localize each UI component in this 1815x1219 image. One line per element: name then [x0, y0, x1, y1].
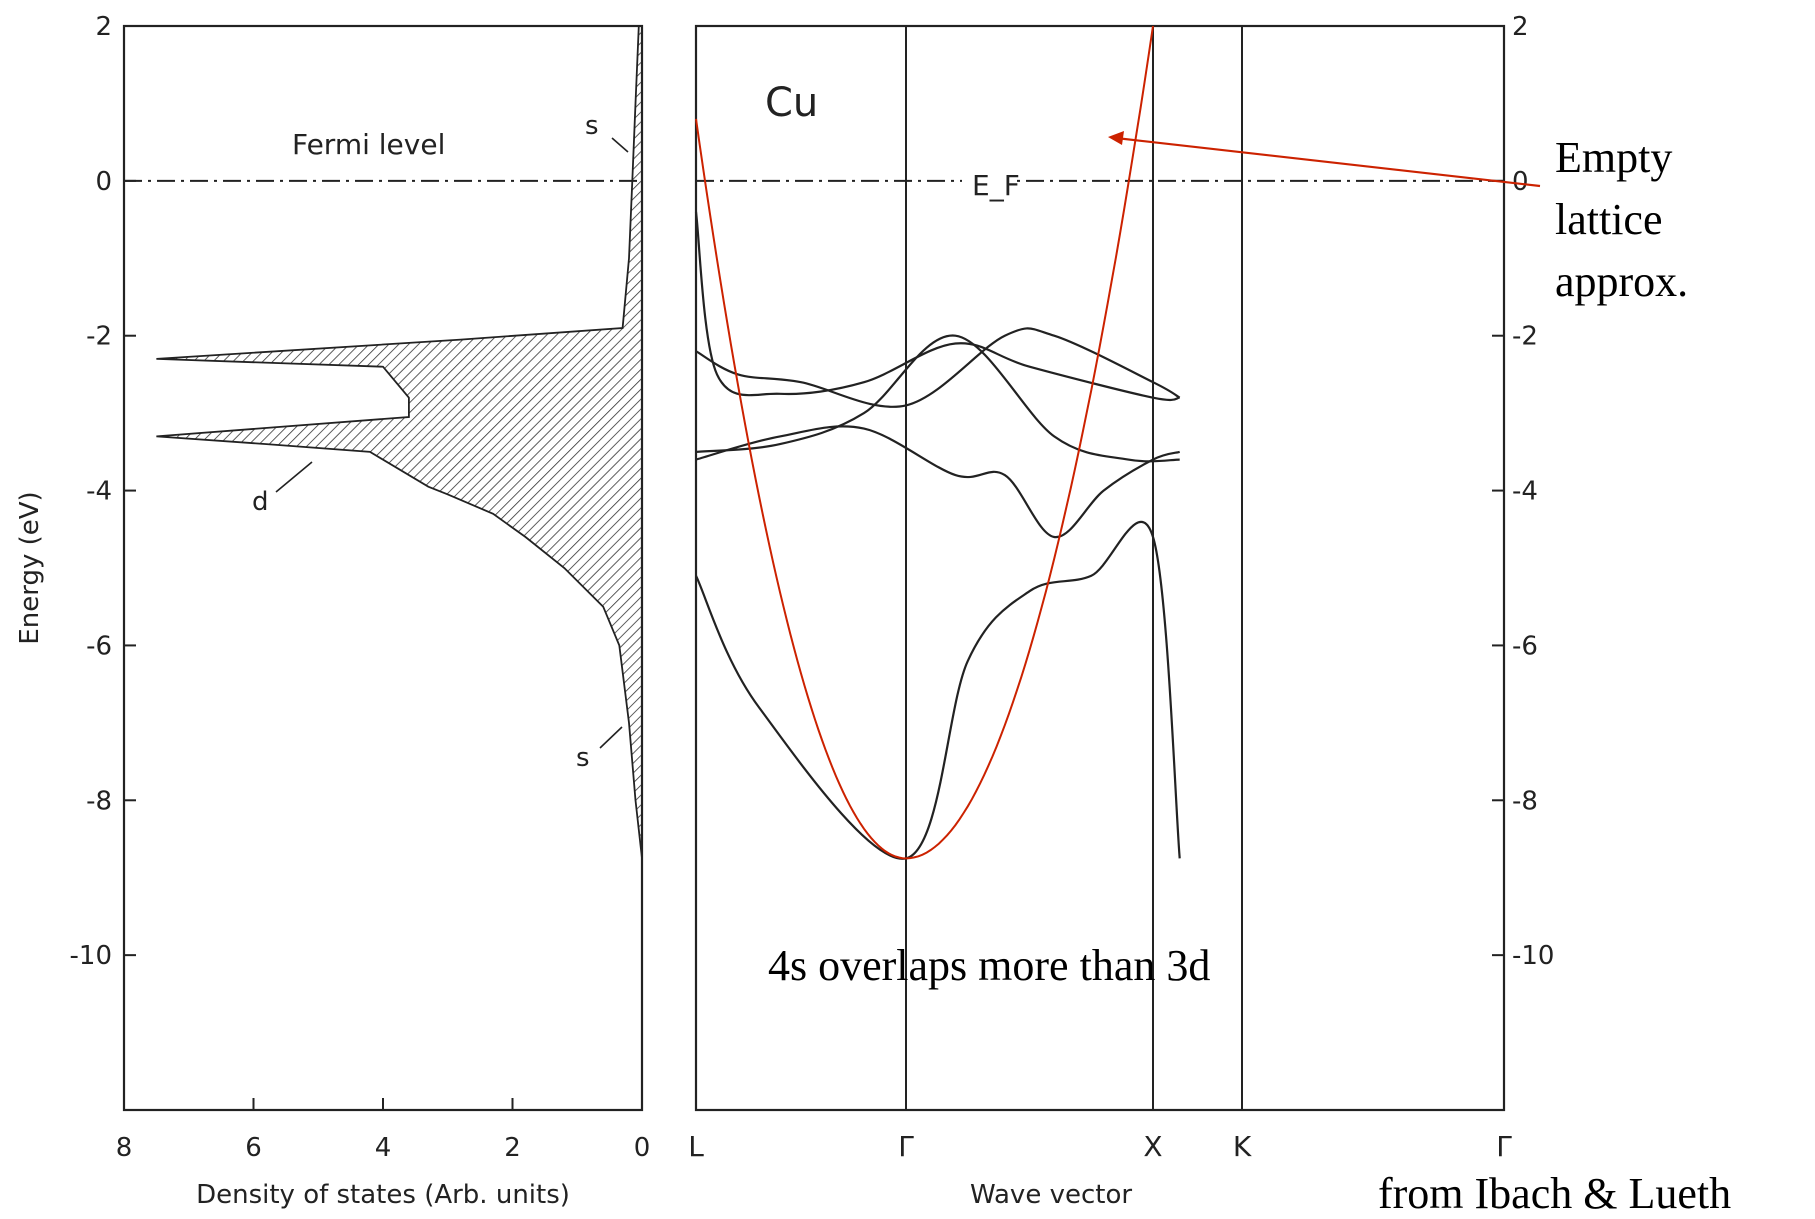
- ef-label: E_F: [972, 169, 1020, 202]
- source-credit: from Ibach & Lueth: [1378, 1169, 1731, 1218]
- dos-x-axis: 8 6 4 2 0: [116, 1098, 651, 1163]
- overlap-annotation: 4s overlaps more than 3d: [768, 941, 1210, 990]
- d-pointer: [275, 461, 313, 493]
- empty-lattice-annotation: Empty lattice approx.: [1555, 133, 1688, 306]
- empty-lattice-arrow: [1115, 136, 1541, 188]
- band-y-tick-label-6: -10: [1512, 941, 1554, 971]
- dos-area: [156, 25, 643, 859]
- dos-x-tick-label-1: 6: [245, 1133, 262, 1163]
- band-line-4: [695, 520, 1181, 860]
- dos-x-tick-label-4: 0: [634, 1133, 651, 1163]
- dos-y-tick-label-5: -8: [86, 786, 112, 816]
- fermi-level-label: Fermi level: [292, 128, 445, 161]
- dos-x-tick-label-0: 8: [116, 1133, 133, 1163]
- ef-label-bg: [962, 160, 1014, 204]
- k-point-label-4: Γ: [1496, 1130, 1512, 1163]
- dos-x-tick-label-3: 2: [504, 1133, 521, 1163]
- dos-y-axis: 2 0 -2 -4 -6 -8 -10: [70, 12, 136, 971]
- dos-y-tick-label-1: 0: [95, 167, 112, 197]
- s-upper-label: s: [585, 111, 599, 141]
- k-point-label-3: K: [1233, 1130, 1252, 1163]
- band-y-tick-label-2: -2: [1512, 322, 1538, 352]
- s-lower-pointer: [599, 726, 623, 749]
- dos-y-tick-label-3: -4: [86, 477, 112, 507]
- s-upper-pointer: [611, 137, 629, 153]
- band-lines: [694, 211, 1181, 860]
- empty-lattice-curve: [695, 25, 1154, 860]
- dos-panel: 2 0 -2 -4 -6 -8 -10 8 6 4 2 0 Fermi level s d s De…: [15, 12, 650, 1210]
- k-point-label-0: L: [688, 1130, 704, 1163]
- band-y-tick-label-1: 0: [1512, 167, 1529, 197]
- k-point-label-1: Γ: [898, 1130, 914, 1163]
- dos-x-tick-label-2: 4: [375, 1133, 392, 1163]
- band-y-tick-label-5: -8: [1512, 786, 1538, 816]
- band-y-tick-label-0: 2: [1512, 12, 1529, 42]
- band-y-axis: 2 0 -2 -4 -6 -8 -10: [1492, 12, 1554, 971]
- empty-lattice-line-3: approx.: [1555, 257, 1688, 306]
- band-line-0: [694, 211, 1180, 402]
- dos-y-tick-label-2: -2: [86, 322, 112, 352]
- empty-lattice-arrowhead: [1108, 131, 1124, 145]
- dos-y-tick-label-4: -6: [86, 631, 112, 661]
- band-plot-frame: [694, 24, 1506, 1112]
- dos-y-tick-label-0: 2: [95, 12, 112, 42]
- d-label: d: [252, 487, 269, 517]
- band-line-2: [695, 334, 1180, 463]
- dos-y-tick-label-6: -10: [70, 941, 112, 971]
- empty-lattice-line-1: Empty: [1555, 133, 1672, 182]
- band-y-tick-label-3: -4: [1512, 477, 1538, 507]
- band-line-1: [695, 327, 1181, 408]
- band-line-3: [695, 425, 1180, 539]
- band-title: Cu: [765, 80, 818, 126]
- band-y-tick-label-4: -6: [1512, 631, 1538, 661]
- band-x-axis-label: Wave vector: [970, 1180, 1132, 1210]
- dos-x-axis-label: Density of states (Arb. units): [196, 1180, 570, 1210]
- empty-lattice-line-2: lattice: [1555, 195, 1663, 244]
- dos-y-axis-label: Energy (eV): [15, 491, 45, 644]
- band-panel: 2 0 -2 -4 -6 -8 -10 L Γ X K Γ E_F Cu Wave vector: [688, 12, 1554, 1210]
- s-lower-label: s: [576, 743, 590, 773]
- k-point-label-2: X: [1143, 1130, 1162, 1163]
